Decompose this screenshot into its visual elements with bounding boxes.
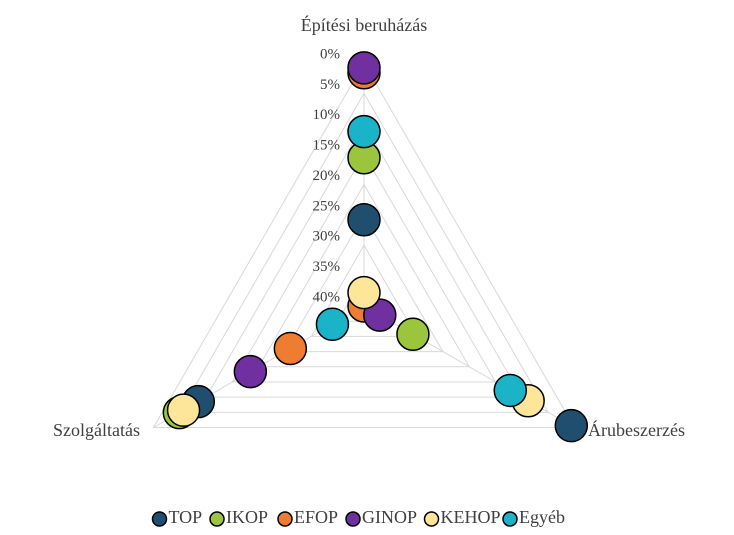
- marker: [493, 373, 528, 408]
- y-tick-label: 30%: [313, 229, 341, 245]
- category-label: Szolgáltatás: [53, 420, 140, 440]
- legend-marker: [209, 511, 225, 527]
- marker: [233, 354, 268, 389]
- y-tick-label: 35%: [313, 259, 341, 275]
- legend-label: GINOP: [362, 507, 417, 527]
- marker: [347, 51, 381, 85]
- legend-marker: [277, 511, 293, 527]
- marker: [554, 408, 589, 443]
- grid-line: [284, 213, 444, 353]
- y-tick-label: 20%: [313, 168, 341, 184]
- legend-marker: [345, 511, 361, 527]
- marker: [347, 202, 381, 237]
- legend-label: EFOP: [294, 507, 338, 527]
- category-label: Építési beruházás: [301, 14, 427, 35]
- grid-line: [231, 153, 497, 383]
- legend-label: Egyéb: [519, 507, 565, 527]
- marker: [315, 307, 350, 341]
- legend-label: TOP: [169, 507, 203, 527]
- legend-marker: [151, 511, 168, 527]
- legend-label: KEHOP: [441, 507, 501, 527]
- category-label: Árubeszerzés: [588, 419, 685, 440]
- grid-line: [178, 92, 550, 413]
- legend-label: IKOP: [226, 507, 268, 527]
- marker: [273, 331, 308, 366]
- marker: [166, 393, 201, 427]
- grid-line: [205, 122, 523, 398]
- y-tick-label: 15%: [313, 138, 341, 154]
- y-tick-label: 0%: [320, 46, 340, 62]
- grid-line: [152, 61, 576, 428]
- grid-line: [257, 183, 471, 368]
- legend-marker: [502, 511, 518, 527]
- grid-line: [310, 244, 418, 337]
- marker: [347, 275, 381, 310]
- y-tick-label: 25%: [313, 198, 341, 214]
- y-tick-label: 10%: [313, 107, 341, 123]
- marker: [347, 114, 381, 149]
- marker: [396, 317, 430, 351]
- legend-marker: [423, 511, 440, 527]
- y-tick-label: 5%: [320, 77, 340, 93]
- y-tick-label: 40%: [313, 289, 341, 305]
